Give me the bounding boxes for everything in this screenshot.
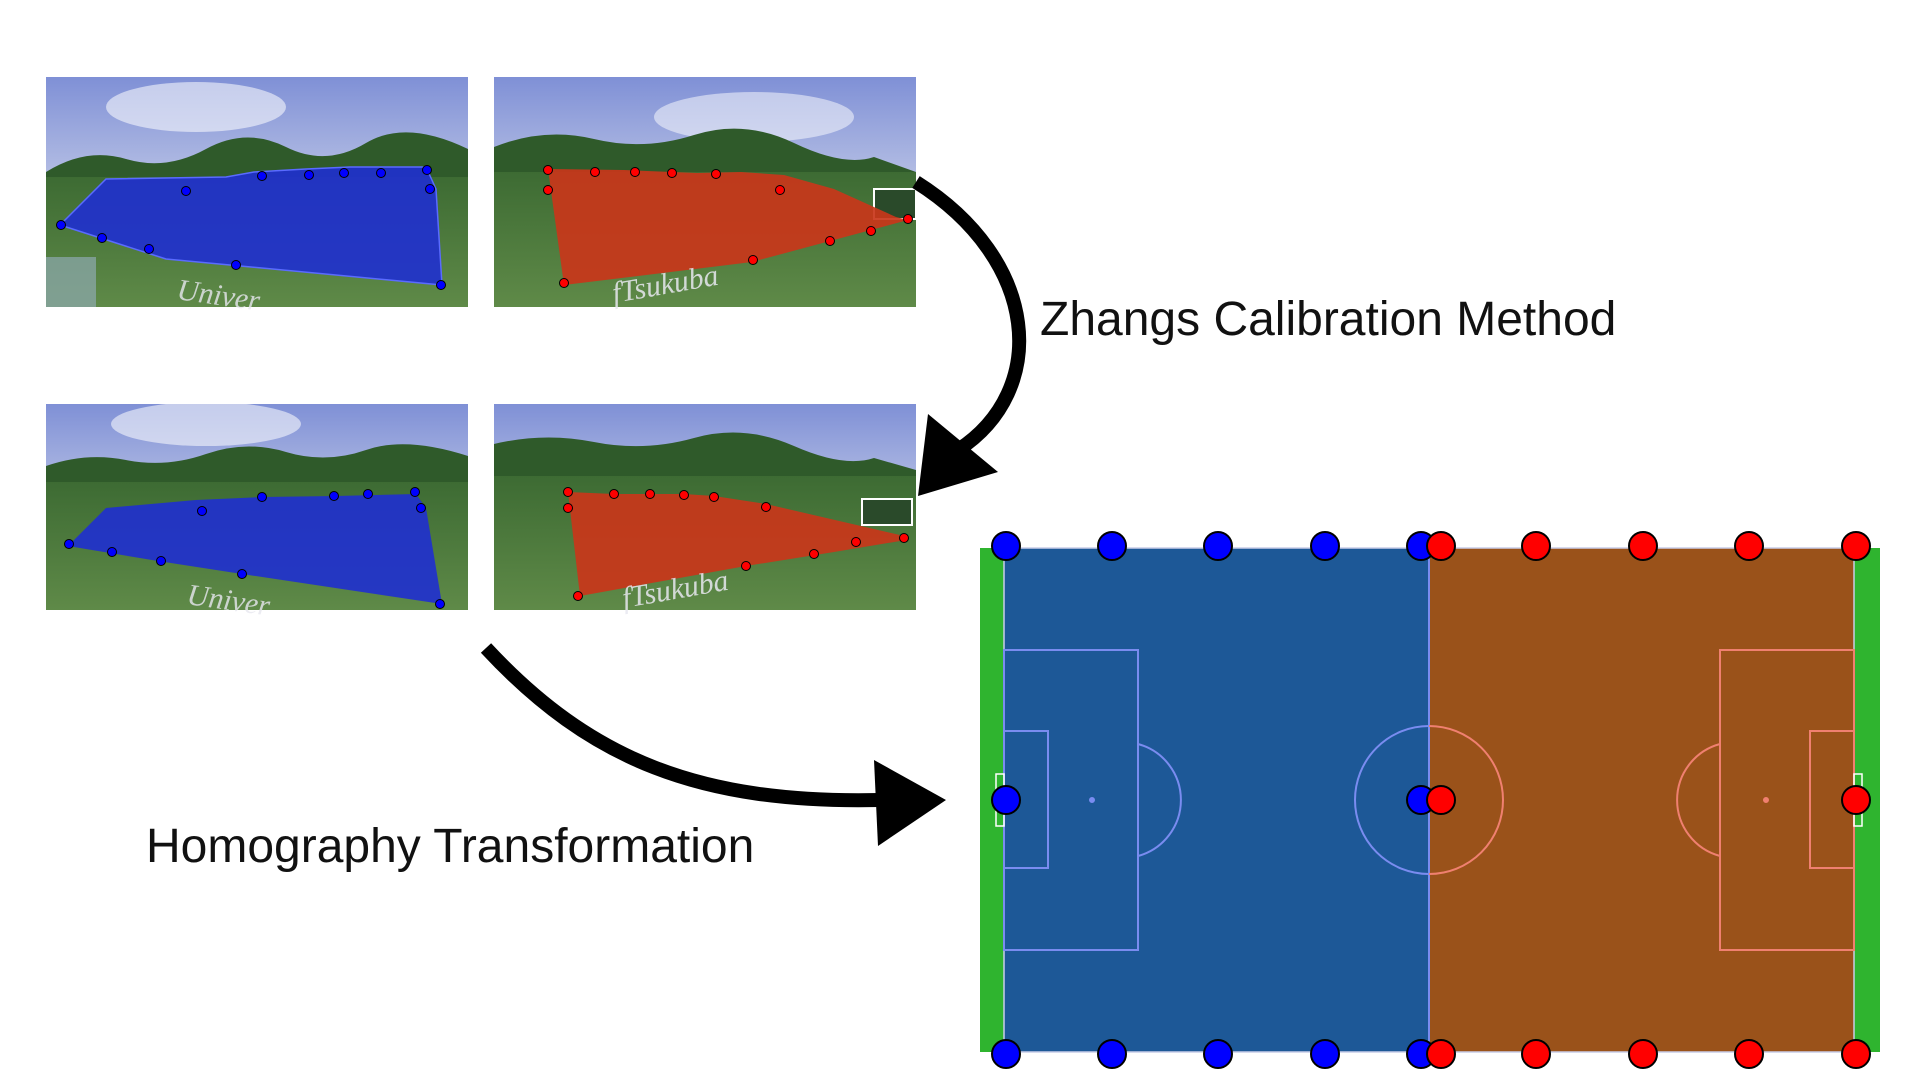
camera-view-top-right: fTsukuba <box>494 77 917 310</box>
curved-arrow-icon-homography <box>480 643 946 846</box>
calibration-method-label: Zhangs Calibration Method <box>1040 293 1617 346</box>
top-down-pitch <box>980 531 1880 1069</box>
reference-points-red <box>1426 531 1871 1069</box>
camera-view-bottom-left: Univer <box>46 402 468 623</box>
pitch-half-blue <box>1004 548 1429 1052</box>
curved-arrow-icon <box>912 176 1027 496</box>
calibration-points-red <box>543 165 913 288</box>
pitch-half-orange <box>1429 548 1854 1052</box>
calibration-points-red-2 <box>563 487 909 601</box>
calibration-points-blue-2 <box>64 487 445 609</box>
homography-label: Homography Transformation <box>146 820 755 873</box>
camera-view-bottom-right: fTsukuba <box>494 404 916 615</box>
calibration-points-blue <box>56 165 446 290</box>
camera-view-top-left: Univer <box>46 77 468 318</box>
